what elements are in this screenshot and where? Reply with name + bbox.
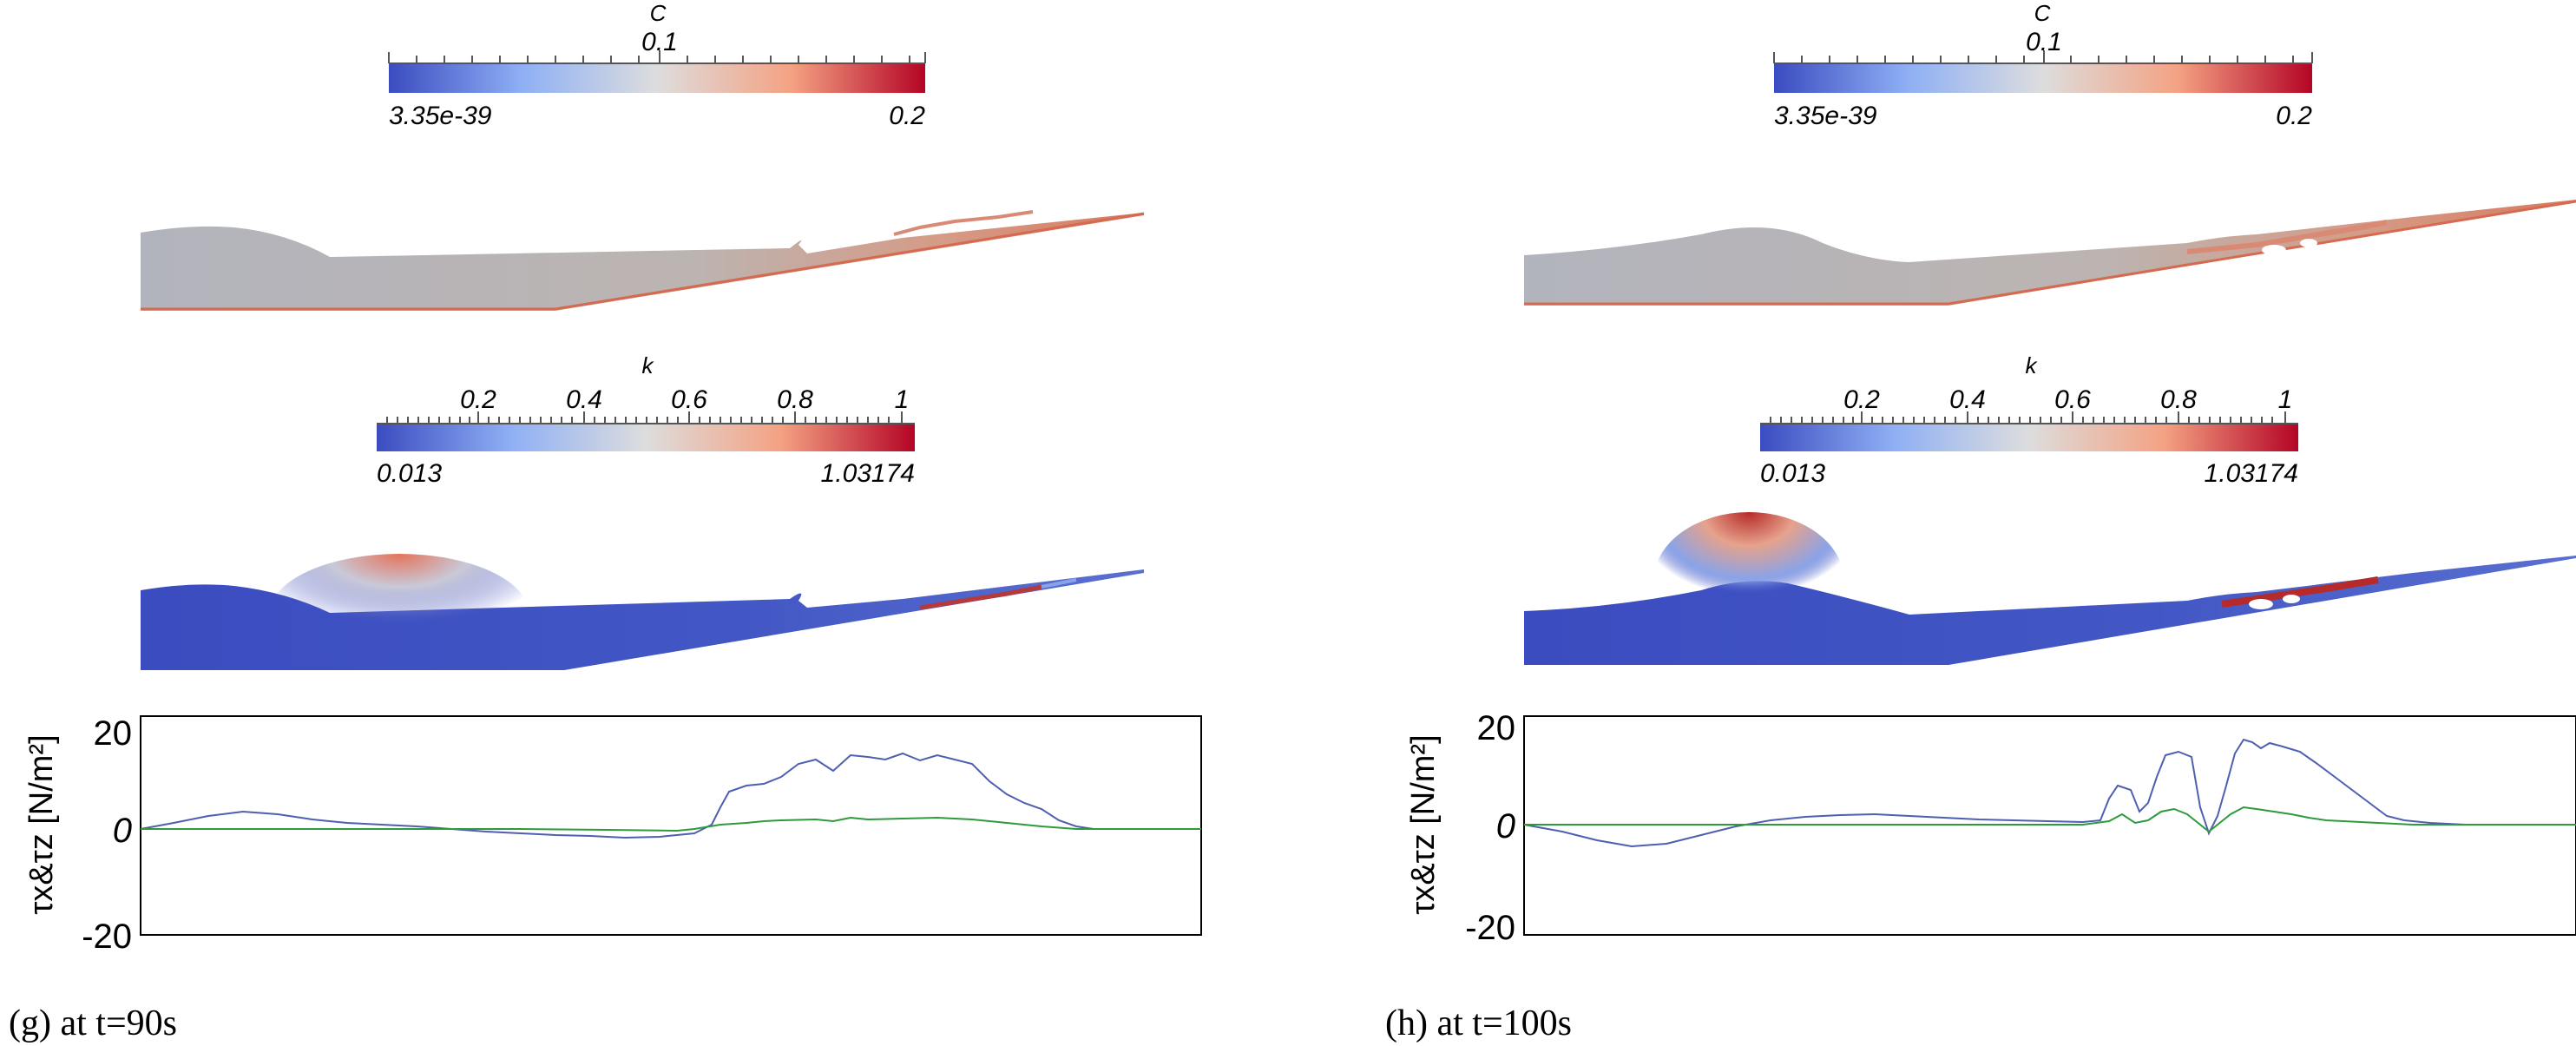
colorbar-k-tick-label: 0.2 [1843, 385, 1880, 414]
y-tick-label: -20 [1465, 909, 1515, 947]
colorbar-k-min-label: 0.013 [377, 459, 442, 488]
colorbar-k-tick-label: 0.2 [460, 385, 496, 414]
colorbar-k-tick-label: 0.4 [566, 385, 602, 414]
k-field [141, 554, 1144, 675]
colorbar-k-tick-label: 0.4 [1949, 385, 1986, 414]
colorbar-k-tick-label: 1 [2278, 385, 2293, 414]
tau-x-line [140, 752, 1201, 839]
tau-x-line [1523, 738, 2576, 848]
colorbar-c-max-label: 0.2 [889, 102, 925, 130]
colorbar-c-max-label: 0.2 [2276, 102, 2312, 130]
tau-z-line [1524, 806, 2576, 833]
colorbar-k-tick-label: 0.8 [777, 385, 813, 414]
caption-h: (h) at t=100s [1385, 1003, 1572, 1043]
colorbar-k-tick-label: 0.8 [2160, 385, 2197, 414]
colorbar-k-ticks [377, 411, 915, 424]
c-field [141, 210, 1145, 311]
colorbar-c-bar [389, 64, 925, 93]
colorbar-c: C 0.1 3.35e-39 0.2 [388, 0, 926, 130]
stress-plot-h: 20 0 -20 τx&τz [N/m²] [1405, 709, 2576, 947]
colorbar-k-max-label: 1.03174 [2205, 459, 2298, 488]
colorbar-c-min-label: 3.35e-39 [1774, 102, 1877, 130]
stress-plot-g: 20 0 -20 τx&τz [N/m²] [23, 714, 1202, 956]
y-tick-label: 20 [1477, 709, 1516, 747]
colorbar-k: k 0.2 0.4 0.6 0.8 1 [1760, 352, 2298, 488]
colorbar-c-min-label: 3.35e-39 [389, 102, 492, 130]
colorbar-k-title: k [2026, 352, 2039, 378]
panel-g: C 0.1 3.35e-39 0.2 [9, 0, 1202, 1043]
panel-h: C 0.1 3.35e-39 0.2 [1385, 0, 2576, 1043]
colorbar-c-title: C [650, 0, 667, 26]
colorbar-k-tick-label: 0.6 [2054, 385, 2091, 414]
y-axis-label: τx&τz [N/m²] [23, 734, 60, 914]
stress-plot-frame [140, 715, 1202, 936]
colorbar-k-min-label: 0.013 [1760, 459, 1825, 488]
y-tick-label: 0 [1496, 807, 1515, 845]
colorbar-k-max-label: 1.03174 [821, 459, 915, 488]
colorbar-k-tick-label: 0.6 [671, 385, 707, 414]
colorbar-k-bar [1760, 424, 2298, 451]
caption-g: (g) at t=90s [9, 1003, 177, 1043]
y-tick-label: 20 [94, 714, 133, 753]
colorbar-k: k 0.2 0.4 0.6 0.8 1 [377, 352, 915, 488]
colorbar-c-ticks [1773, 50, 2313, 64]
colorbar-k-ticks [1760, 411, 2298, 424]
colorbar-k-title: k [642, 352, 655, 378]
y-tick-label: -20 [82, 918, 132, 956]
c-field [1524, 200, 2576, 306]
colorbar-c-bar [1774, 64, 2312, 93]
colorbar-c-title: C [2034, 0, 2051, 26]
tau-z-line [141, 816, 1201, 832]
colorbar-k-bar [377, 424, 915, 451]
k-field [1524, 512, 2576, 665]
colorbar-c-ticks [388, 50, 926, 64]
y-axis-label: τx&τz [N/m²] [1405, 734, 1442, 914]
colorbar-c: C 0.1 3.35e-39 0.2 [1773, 0, 2313, 130]
colorbar-k-tick-label: 1 [895, 385, 910, 414]
y-tick-label: 0 [113, 812, 132, 850]
